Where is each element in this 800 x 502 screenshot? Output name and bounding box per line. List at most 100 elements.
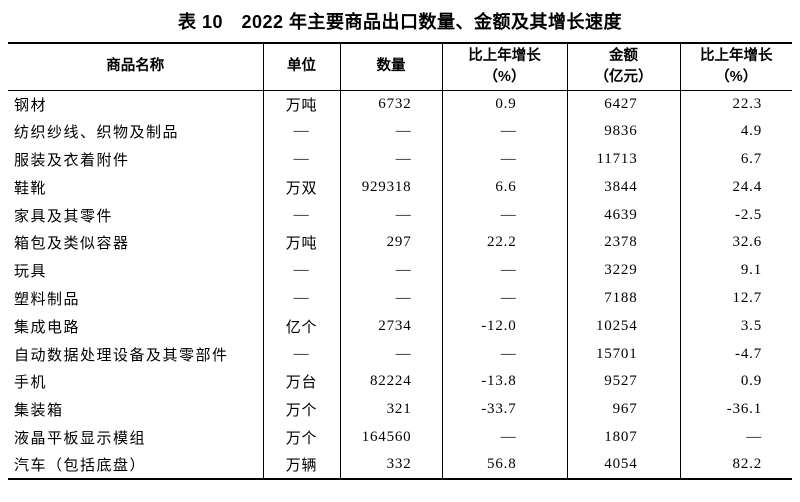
quantity-growth-cell: — [442, 117, 568, 146]
amount-cell: 1807 [567, 423, 681, 452]
amount-growth-cell: 32.6 [732, 234, 762, 251]
table-row: 玩具 — — —3229 9.1 [8, 256, 792, 285]
amount-growth-cell: 6.7 [740, 150, 762, 167]
commodity-name-cell: 集成电路 [8, 312, 264, 341]
unit-cell: 万双 [263, 173, 341, 202]
header-amount: 金额 （亿元） [567, 43, 681, 90]
unit-cell: — [263, 256, 341, 285]
header-label: 单位 [287, 58, 316, 75]
unit-cell: — [263, 201, 341, 229]
header-quantity-growth: 比上年增长 （%） [442, 43, 568, 90]
amount-growth-cell: -2.5 [735, 206, 762, 223]
amount-growth-cell: 22.3 [732, 95, 762, 112]
table-row: 钢材 万吨 6732 0.9 6427 22.3 [8, 90, 792, 118]
table-row: 家具及其零件 — — —4639 -2.5 [8, 201, 792, 229]
unit-cell: 万吨 [263, 228, 341, 257]
quantity-cell: 321 [340, 395, 443, 424]
commodity-name-cell: 钢材 [8, 90, 264, 118]
quantity-cell: — [340, 340, 443, 368]
amount-growth-cell: 3.5 [740, 317, 762, 334]
commodity-name-cell: 服装及衣着附件 [8, 145, 264, 174]
quantity-cell: — [340, 256, 443, 285]
commodity-name-cell: 集装箱 [8, 395, 264, 424]
quantity-cell: — [340, 117, 443, 146]
header-sublabel: （%） [483, 68, 526, 85]
amount-growth-cell: 4.9 [740, 123, 762, 140]
commodity-name-cell: 纺织纱线、织物及制品 [8, 117, 264, 146]
unit-cell: 万吨 [263, 90, 341, 118]
amount-cell: 15701 [567, 340, 681, 368]
quantity-growth-cell: — [442, 201, 568, 229]
commodity-name-cell: 手机 [8, 367, 264, 396]
quantity-cell: 2734 [340, 312, 443, 341]
table-row: 塑料制品 — — —7188 12.7 [8, 284, 792, 313]
unit-cell: 万个 [263, 423, 341, 452]
unit-cell: — [263, 284, 341, 313]
amount-growth-cell: 12.7 [732, 289, 762, 306]
table-row: 集装箱 万个 321 -33.7 967 -36.1 [8, 395, 792, 424]
amount-cell: 10254 [567, 312, 681, 341]
amount-cell: 11713 [567, 145, 681, 174]
quantity-growth-cell: -12.0 [442, 312, 568, 341]
table-row: 服装及衣着附件 — — —11713 6.7 [8, 145, 792, 174]
quantity-growth-cell: 56.8 [442, 451, 568, 480]
amount-cell: 9527 [567, 367, 681, 396]
unit-cell: — [263, 340, 341, 368]
header-label: 商品名称 [106, 58, 165, 75]
header-sublabel: （%） [715, 68, 758, 85]
table-row: 手机 万台 82224 -13.8 9527 0.9 [8, 367, 792, 396]
amount-cell: 9836 [567, 117, 681, 146]
quantity-cell: — [340, 145, 443, 174]
header-unit: 单位 [263, 43, 341, 90]
quantity-growth-cell: 22.2 [442, 228, 568, 257]
amount-cell: 4639 [567, 201, 681, 229]
amount-cell: 6427 [567, 90, 681, 118]
amount-growth-cell: 24.4 [732, 178, 762, 195]
table-header: 商品名称 单位 数量 比上年增长 （%） 金额 （亿元） [8, 43, 792, 90]
quantity-growth-cell: -13.8 [442, 367, 568, 396]
table-title: 表 10 2022 年主要商品出口数量、金额及其增长速度 [177, 12, 623, 32]
header-label: 金额 [609, 47, 638, 64]
header-amount-growth: 比上年增长 （%） [680, 43, 792, 90]
amount-cell: 3229 [567, 256, 681, 285]
amount-cell: 2378 [567, 228, 681, 257]
commodity-name-cell: 箱包及类似容器 [8, 228, 264, 257]
table-row: 箱包及类似容器 万吨 297 22.2 2378 32.6 [8, 228, 792, 257]
unit-cell: 亿个 [263, 312, 341, 341]
quantity-growth-cell: -33.7 [442, 395, 568, 424]
header-sublabel: （亿元） [594, 68, 653, 85]
amount-growth-cell: -36.1 [726, 401, 762, 418]
table-row: 自动数据处理设备及其零部件 — — —15701 -4.7 [8, 340, 792, 368]
commodity-name-cell: 鞋靴 [8, 173, 264, 202]
quantity-cell: 6732 [340, 90, 443, 118]
unit-cell: — [263, 117, 341, 146]
table-row: 集成电路 亿个 2734 -12.0 10254 3.5 [8, 312, 792, 341]
table-row: 汽车（包括底盘） 万辆 332 56.8 4054 82.2 [8, 451, 792, 480]
amount-growth-cell: — [746, 428, 762, 445]
header-label: 数量 [376, 58, 406, 75]
amount-cell: 3844 [567, 173, 681, 202]
amount-growth-cell: 82.2 [732, 456, 762, 473]
quantity-cell: 332 [340, 451, 443, 480]
quantity-growth-cell: — [442, 256, 568, 285]
quantity-cell: 297 [340, 228, 443, 257]
quantity-growth-cell: — [442, 340, 568, 368]
quantity-growth-cell: — [442, 284, 568, 313]
quantity-cell: — [340, 284, 443, 313]
table-body: 钢材 万吨 6732 0.9 6427 22.3 纺织纱线、织物及制品 — — —9836 4.9 服… [8, 90, 792, 480]
header-quantity: 数量 [340, 43, 443, 90]
table-row: 液晶平板显示模组 万个 164560—1807— [8, 423, 792, 452]
quantity-cell: 164560 [340, 423, 443, 452]
commodity-name-cell: 液晶平板显示模组 [8, 423, 264, 452]
table-container: 商品名称 单位 数量 比上年增长 （%） 金额 （亿元） [8, 42, 792, 481]
amount-growth-cell: -4.7 [735, 345, 762, 362]
commodity-name-cell: 自动数据处理设备及其零部件 [8, 340, 264, 368]
commodity-name-cell: 玩具 [8, 256, 264, 285]
amount-cell: 4054 [567, 451, 681, 480]
quantity-growth-cell: 6.6 [442, 173, 568, 202]
unit-cell: 万台 [263, 367, 341, 396]
amount-growth-cell: 9.1 [740, 262, 762, 279]
table-row: 鞋靴 万双 929318 6.6 3844 24.4 [8, 173, 792, 202]
quantity-growth-cell: — [442, 423, 568, 452]
